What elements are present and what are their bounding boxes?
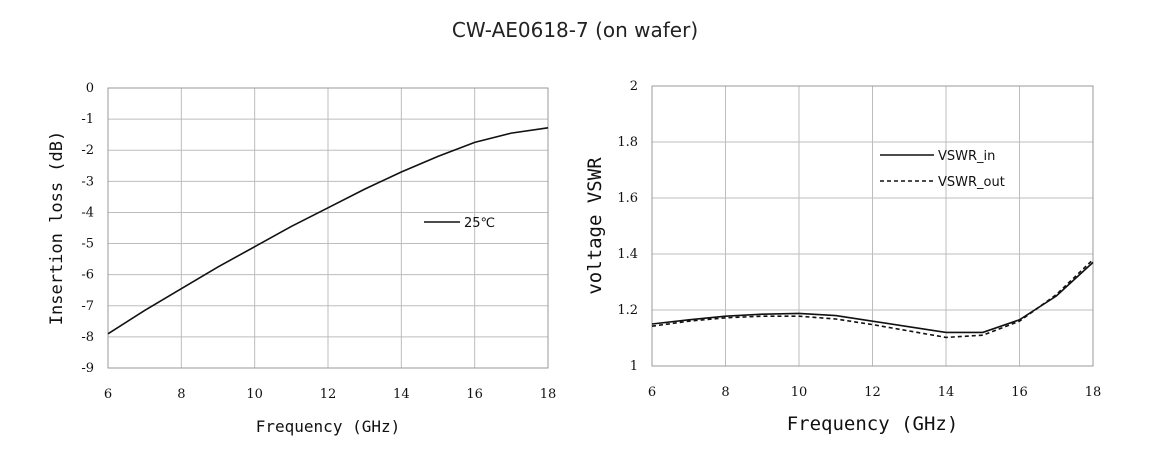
x-tick-label: 18 <box>540 387 557 402</box>
legend-label: VSWR_out <box>938 175 1005 190</box>
x-tick-label: 16 <box>1011 385 1028 400</box>
plot-border <box>107 87 549 369</box>
x-tick-label: 10 <box>791 385 808 400</box>
y-axis-title: voltage VSWR <box>584 157 606 295</box>
y-tick-label: -5 <box>81 237 94 252</box>
series-line-25 <box>107 127 549 335</box>
y-tick-label: -1 <box>81 112 94 127</box>
series-line-vswr-out <box>651 259 1094 339</box>
grid-lines <box>651 85 1094 367</box>
y-axis-title: Insertion loss (dB) <box>47 131 67 325</box>
x-tick-label: 12 <box>864 385 881 400</box>
x-tick-label: 18 <box>1085 385 1102 400</box>
x-tick-label: 8 <box>721 385 729 400</box>
y-tick-label: -2 <box>81 143 94 158</box>
x-tick-label: 12 <box>320 387 337 402</box>
series-line-vswr-in <box>651 261 1094 334</box>
x-tick-label: 6 <box>104 387 112 402</box>
x-axis-title: Frequency (GHz) <box>256 417 401 436</box>
y-tick-label: 1 <box>630 359 638 374</box>
x-tick-label: 14 <box>938 385 955 400</box>
plot-border <box>651 85 1094 367</box>
y-tick-label: -9 <box>81 361 94 376</box>
y-tick-label: -7 <box>81 299 94 314</box>
y-tick-label: -6 <box>81 268 94 283</box>
y-tick-label: -4 <box>81 205 94 220</box>
insertion-loss-chart: 6 8 10 12 14 16 18 0 -1 -2 -3 -4 -5 -6 -7 -8 -9 Frequency… <box>47 81 557 436</box>
y-tick-label: 1.8 <box>617 135 638 150</box>
vswr-chart: 6 8 10 12 14 16 18 2 1.8 1.6 1.4 1.2 1 Frequency (GHz… <box>584 79 1102 435</box>
x-tick-label: 6 <box>648 385 656 400</box>
x-tick-label: 16 <box>466 387 483 402</box>
y-tick-label: -8 <box>81 330 94 345</box>
y-tick-label: -3 <box>81 174 94 189</box>
legend-label: 25℃ <box>464 216 495 231</box>
y-tick-label: 2 <box>630 79 638 94</box>
x-tick-label: 8 <box>177 387 185 402</box>
y-tick-label: 0 <box>86 81 94 96</box>
legend: 25℃ <box>424 216 495 231</box>
legend: VSWR_in VSWR_out <box>880 149 1005 190</box>
y-tick-label: 1.4 <box>617 247 638 262</box>
page-title: CW-AE0618-7 (on wafer) <box>451 18 699 42</box>
x-axis-title: Frequency (GHz) <box>787 413 959 435</box>
x-tick-label: 14 <box>393 387 410 402</box>
y-tick-label: 1.2 <box>617 303 638 318</box>
x-tick-label: 10 <box>246 387 263 402</box>
legend-label: VSWR_in <box>938 149 995 164</box>
y-tick-label: 1.6 <box>617 191 638 206</box>
